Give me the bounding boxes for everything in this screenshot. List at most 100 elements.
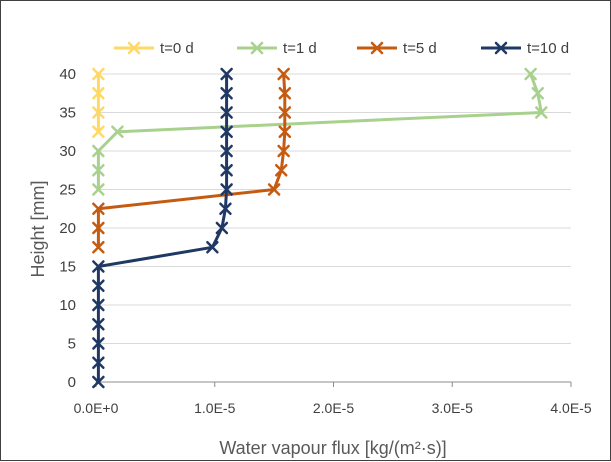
x-tick-label: 0.0E+0	[74, 400, 119, 416]
x-tick-label: 1.0E-5	[194, 400, 235, 416]
data-point	[277, 144, 290, 158]
data-point	[92, 164, 105, 177]
legend-item: t=0 d	[114, 40, 194, 57]
data-point	[111, 125, 124, 138]
x-marker-stroke	[92, 144, 105, 158]
series-line	[96, 73, 287, 248]
series-t-1-d	[92, 67, 548, 196]
data-point	[220, 125, 233, 138]
x-marker-stroke	[277, 67, 290, 81]
series-t-5-d	[92, 67, 292, 254]
data-point	[278, 87, 292, 100]
x-marker-stroke	[92, 202, 105, 215]
x-marker-stroke	[92, 87, 105, 100]
data-point	[220, 67, 233, 81]
data-point	[92, 318, 105, 331]
data-point	[92, 67, 105, 81]
series-line	[96, 73, 543, 190]
data-point	[524, 67, 537, 81]
y-tick-label: 20	[59, 220, 76, 237]
x-marker-stroke	[92, 375, 105, 389]
data-point	[92, 183, 105, 196]
x-axis-title: Water vapour flux [kg/(m²·s)]	[219, 438, 446, 458]
legend-label: t=10 d	[527, 40, 569, 57]
x-marker-stroke	[278, 87, 292, 100]
data-point	[535, 106, 548, 119]
x-marker-stroke	[215, 221, 229, 235]
x-marker-stroke	[220, 144, 233, 158]
y-tick-label: 35	[59, 105, 76, 122]
x-marker-stroke	[206, 241, 219, 254]
legend-label: t=1 d	[283, 40, 317, 57]
legend-marker	[370, 41, 384, 55]
x-marker-stroke	[220, 164, 233, 177]
x-marker-stroke	[111, 125, 124, 138]
x-marker-stroke	[92, 106, 105, 119]
series-t-0-d	[92, 67, 105, 138]
data-point	[92, 125, 105, 138]
x-marker-stroke	[92, 279, 105, 292]
x-marker-stroke	[220, 183, 233, 196]
data-point	[92, 144, 105, 158]
data-point	[92, 202, 105, 215]
data-point	[92, 241, 105, 254]
x-marker-stroke	[220, 67, 233, 81]
data-point	[92, 87, 105, 100]
axes: 0 5 10 15 20 25 30 35 40 0.0E+0 1.0E-5 2.0E-5 3.0E-5…	[59, 66, 592, 416]
data-point	[92, 337, 105, 350]
y-tick-label: 40	[59, 66, 76, 83]
x-marker-stroke	[127, 41, 141, 55]
legend-label: t=0 d	[160, 40, 194, 57]
data-point	[92, 356, 105, 369]
data-point	[92, 375, 105, 389]
x-marker-stroke	[92, 183, 105, 196]
x-marker-stroke	[92, 164, 105, 177]
data-point	[278, 106, 292, 119]
x-marker-stroke	[278, 125, 292, 138]
x-marker-stroke	[92, 241, 105, 254]
x-marker-stroke	[92, 221, 105, 235]
x-marker-stroke	[220, 87, 233, 100]
y-tick-label: 5	[68, 336, 76, 353]
x-tick-label: 3.0E-5	[432, 400, 473, 416]
legend: t=0 d t=1 d t=5 d t=10 d	[114, 40, 569, 57]
x-marker-stroke	[92, 67, 105, 81]
y-tick-label: 15	[59, 259, 76, 276]
x-tick-label: 4.0E-5	[550, 400, 591, 416]
legend-marker	[494, 41, 508, 55]
data-point	[219, 202, 232, 215]
y-axis-title: Height [mm]	[28, 180, 48, 277]
legend-marker	[127, 41, 141, 55]
data-point	[92, 106, 105, 119]
data-point	[220, 164, 233, 177]
data-point	[92, 298, 105, 312]
legend-item: t=5 d	[357, 40, 437, 57]
x-marker-stroke	[250, 41, 264, 55]
x-marker-stroke	[278, 106, 292, 119]
data-point	[278, 125, 292, 138]
data-point	[531, 87, 544, 100]
x-marker-stroke	[92, 356, 105, 369]
data-point	[215, 221, 229, 235]
data-point	[267, 183, 281, 196]
x-marker-stroke	[535, 106, 548, 119]
x-marker-stroke	[370, 41, 384, 55]
x-marker-stroke	[267, 183, 281, 196]
legend-marker	[250, 41, 264, 55]
data-point	[92, 279, 105, 292]
x-marker-stroke	[92, 298, 105, 312]
data-point	[277, 67, 290, 81]
x-marker-stroke	[531, 87, 544, 100]
x-marker-stroke	[220, 106, 233, 119]
series-lines	[92, 67, 548, 389]
y-tick-label: 30	[59, 143, 76, 160]
x-marker-stroke	[92, 318, 105, 331]
x-marker-stroke	[275, 164, 288, 177]
x-marker-stroke	[219, 202, 232, 215]
series-t-10-d	[92, 67, 233, 389]
data-point	[220, 106, 233, 119]
x-marker-stroke	[92, 125, 105, 138]
y-tick-label: 25	[59, 182, 76, 199]
